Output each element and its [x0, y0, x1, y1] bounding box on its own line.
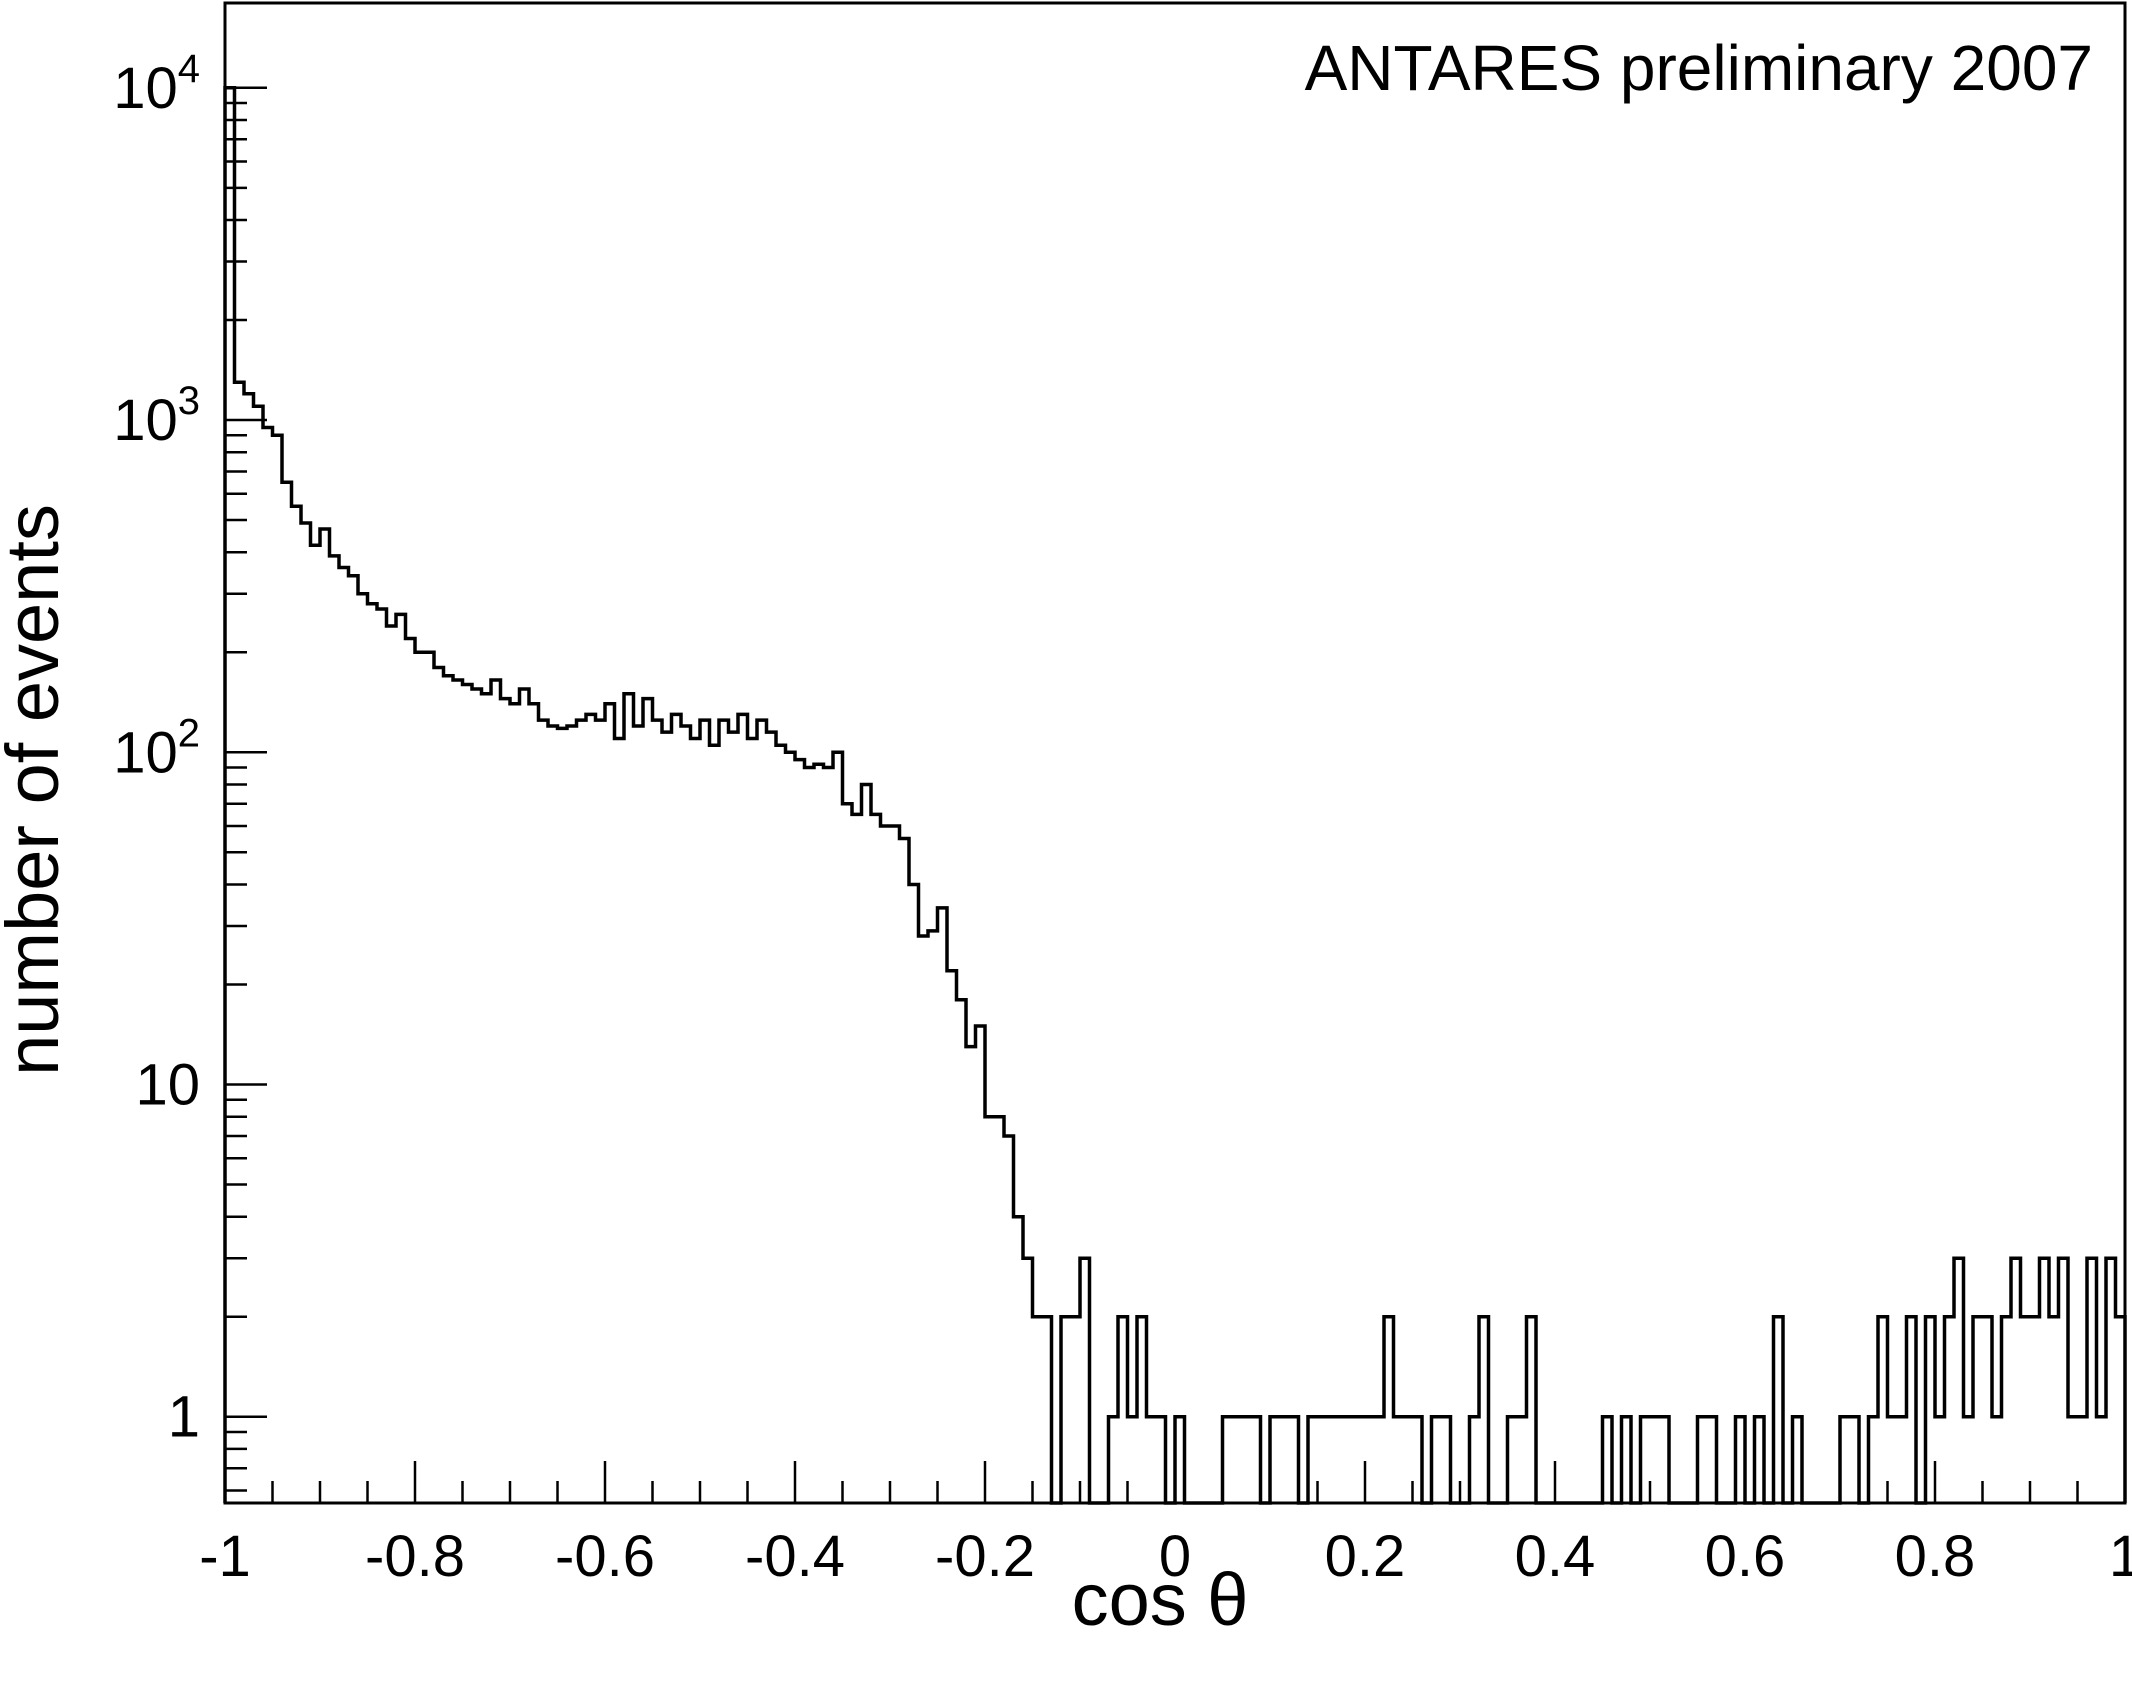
histogram-series — [223, 86, 2127, 1505]
y-tick-label: 102 — [113, 711, 200, 785]
y-minor-ticks — [225, 101, 247, 1492]
x-tick-label: 0.2 — [1325, 1524, 1406, 1589]
annotation-label: ANTARES preliminary 2007 — [1305, 32, 2093, 104]
y-tick-label: 10 — [135, 1053, 200, 1118]
y-axis-title: number of events — [0, 504, 74, 1076]
y-tick-label: 104 — [113, 47, 200, 121]
y-tick-label: 103 — [113, 379, 200, 453]
x-tick-label: -0.4 — [745, 1524, 845, 1589]
x-tick-label: -0.6 — [555, 1524, 655, 1589]
x-tick-label: -0.2 — [935, 1524, 1035, 1589]
x-tick-labels: -1 -0.8 -0.6 -0.4 -0.2 0 0.2 0.4 0.6 0.8 1 — [199, 1524, 2132, 1589]
x-tick-label: -1 — [199, 1524, 251, 1589]
x-tick-label: 0.8 — [1895, 1524, 1976, 1589]
x-tick-label: 0 — [1159, 1524, 1191, 1589]
x-axis-title: cos θ — [1072, 1558, 1249, 1641]
x-tick-label: -0.8 — [365, 1524, 465, 1589]
plot-frame — [223, 1, 2127, 1505]
y-tick-label: 1 — [168, 1385, 200, 1450]
x-tick-label: 1 — [2109, 1524, 2132, 1589]
x-tick-label: 0.6 — [1705, 1524, 1786, 1589]
x-tick-label: 0.4 — [1515, 1524, 1596, 1589]
y-tick-labels: 1 10 102 103 104 — [113, 47, 200, 1450]
